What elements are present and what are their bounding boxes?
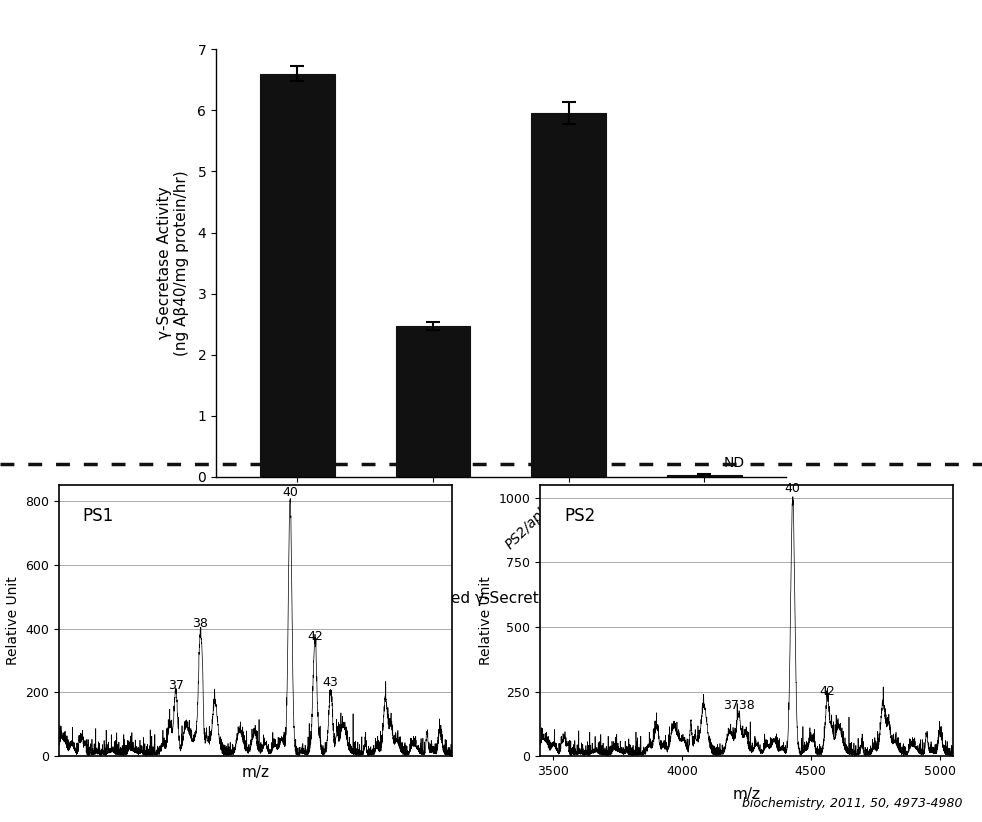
Text: 38: 38 <box>192 617 208 630</box>
Text: 40: 40 <box>282 487 299 499</box>
Y-axis label: γ-Secretase Activity
(ng Aβ40/mg protein/hr): γ-Secretase Activity (ng Aβ40/mg protein… <box>157 170 190 356</box>
Text: PS1: PS1 <box>82 506 114 524</box>
X-axis label: Reconstituted γ-Secretase Complex: Reconstituted γ-Secretase Complex <box>364 591 637 607</box>
Text: 40: 40 <box>785 483 800 496</box>
Bar <box>667 475 741 477</box>
Text: 37: 37 <box>168 680 184 692</box>
X-axis label: m/z: m/z <box>733 787 760 801</box>
Text: ND: ND <box>724 456 744 470</box>
Text: 43: 43 <box>323 677 339 689</box>
Text: 42: 42 <box>307 630 323 643</box>
Text: PS2: PS2 <box>565 506 596 524</box>
Bar <box>396 326 470 477</box>
Text: 3738: 3738 <box>723 700 754 713</box>
Bar <box>260 74 335 477</box>
Bar <box>531 113 606 477</box>
Y-axis label: Relative Unit: Relative Unit <box>6 576 20 665</box>
Text: biochemistry, 2011, 50, 4973-4980: biochemistry, 2011, 50, 4973-4980 <box>741 797 962 810</box>
Text: 42: 42 <box>820 685 836 698</box>
Y-axis label: Relative Unit: Relative Unit <box>479 576 493 665</box>
X-axis label: m/z: m/z <box>242 764 269 779</box>
